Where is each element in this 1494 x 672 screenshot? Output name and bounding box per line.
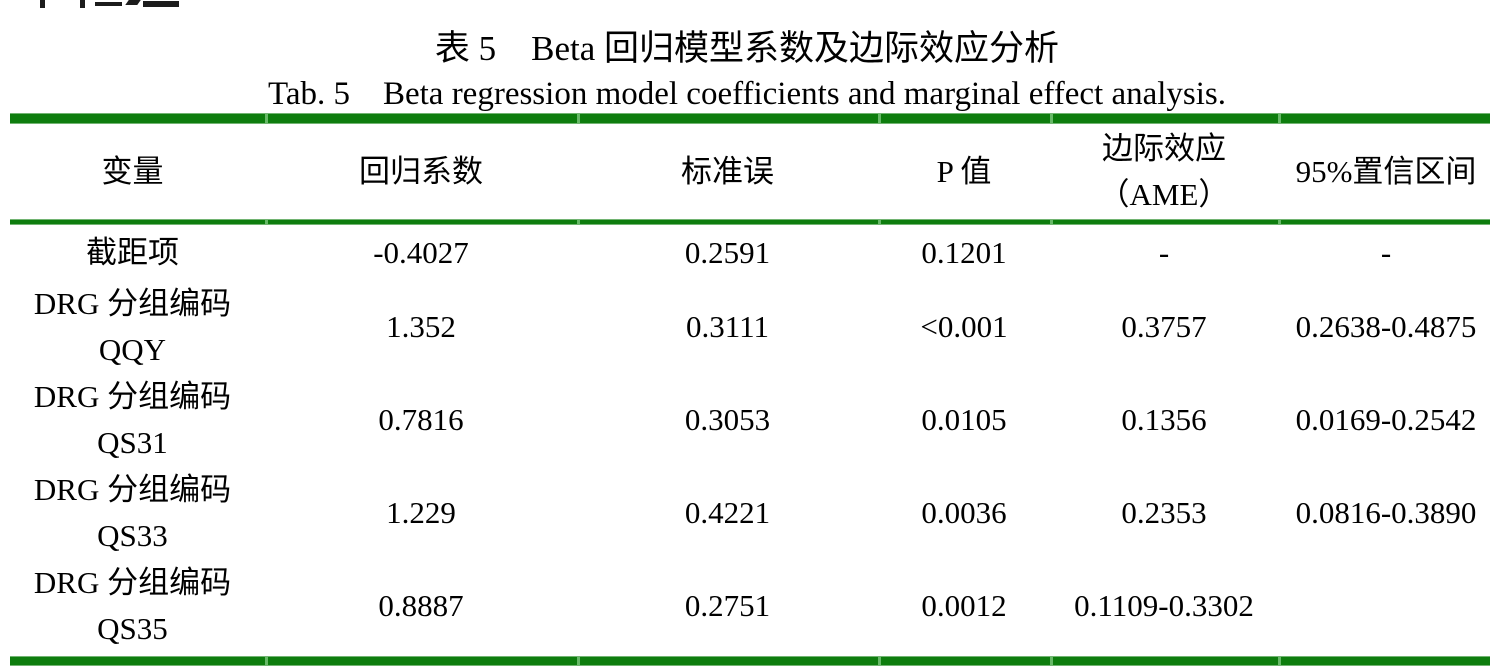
cropped-text-fragment [0,0,220,9]
cell-std-error: 0.2591 [684,234,771,270]
table-caption-zh: 表 5 Beta 回归模型系数及边际效应分析 [434,29,1060,68]
stroke-mark [95,2,122,6]
cell-coefficient: -0.4027 [373,234,469,270]
table-header-row: 变量 回归系数 标准误 P 值 边际效应 （AME） 95%置信区间 [0,124,1494,219]
cell-p-value: <0.001 [920,308,1008,344]
cell-p-value: 0.0012 [921,587,1007,623]
header-std-error: 标准误 [681,153,774,189]
stroke-mark [143,1,179,7]
rule-tick [878,114,881,123]
cell-coefficient: 1.229 [386,494,456,530]
cell-confidence-interval: 0.2638-0.4875 [1295,308,1477,344]
rule-tick [265,114,268,123]
header-marginal-effect: 边际效应 （AME） [1098,130,1230,212]
table-caption-en: Tab. 5 Beta regression model coefficient… [267,76,1227,112]
cell-variable: DRG 分组编码 QS35 [33,564,232,646]
cell-marginal-effect: 0.2353 [1121,494,1207,530]
cell-std-error: 0.3111 [686,308,769,344]
cell-marginal-effect: 0.3757 [1121,308,1207,344]
table-bottom-rule [10,656,1490,666]
table-body: 截距项 -0.4027 0.2591 0.1201 - - DRG 分组编码 Q… [0,225,1494,652]
cell-std-error: 0.2751 [684,587,771,623]
table-top-rule [10,113,1490,124]
header-variable: 变量 [101,153,164,189]
cell-coefficient: 0.8887 [378,587,464,623]
header-coefficient: 回归系数 [359,153,483,189]
table-header-rule [10,219,1490,225]
cell-coefficient: 0.7816 [378,401,464,437]
cell-variable: 截距项 [86,234,179,270]
cell-p-value: 0.0105 [921,401,1007,437]
cell-marginal-effect: 0.1109-0.3302 [1074,587,1254,623]
cell-variable: DRG 分组编码 QS31 [33,378,232,460]
rule-tick [878,220,881,224]
cell-p-value: 0.1201 [921,234,1007,270]
rule-tick [1278,114,1281,123]
cell-confidence-interval [1278,559,1494,652]
stroke-mark [40,0,45,8]
rule-tick [577,114,580,123]
rule-tick [1050,114,1053,123]
rule-tick [577,220,580,224]
header-confidence-interval: 95%置信区间 [1295,153,1477,189]
cell-confidence-interval: - [1380,234,1392,270]
rule-tick [1278,220,1281,224]
cell-variable: DRG 分组编码 QQY [33,285,232,367]
cell-marginal-effect: - [1158,234,1170,270]
rule-tick [1050,657,1053,665]
cell-confidence-interval: 0.0169-0.2542 [1295,401,1477,437]
rule-tick [577,657,580,665]
cell-marginal-effect: 0.1356 [1121,401,1207,437]
cell-std-error: 0.4221 [684,494,771,530]
cell-p-value: 0.0036 [921,494,1007,530]
stroke-mark [125,0,141,5]
header-p-value: P 值 [936,153,992,189]
rule-tick [265,657,268,665]
cell-coefficient: 1.352 [386,308,456,344]
rule-tick [878,657,881,665]
cell-confidence-interval: 0.0816-0.3890 [1295,494,1477,530]
rule-tick [265,220,268,224]
rule-tick [1278,657,1281,665]
rule-tick [1050,220,1053,224]
stroke-mark [80,0,85,8]
cell-std-error: 0.3053 [684,401,771,437]
cell-variable: DRG 分组编码 QS33 [33,471,232,553]
